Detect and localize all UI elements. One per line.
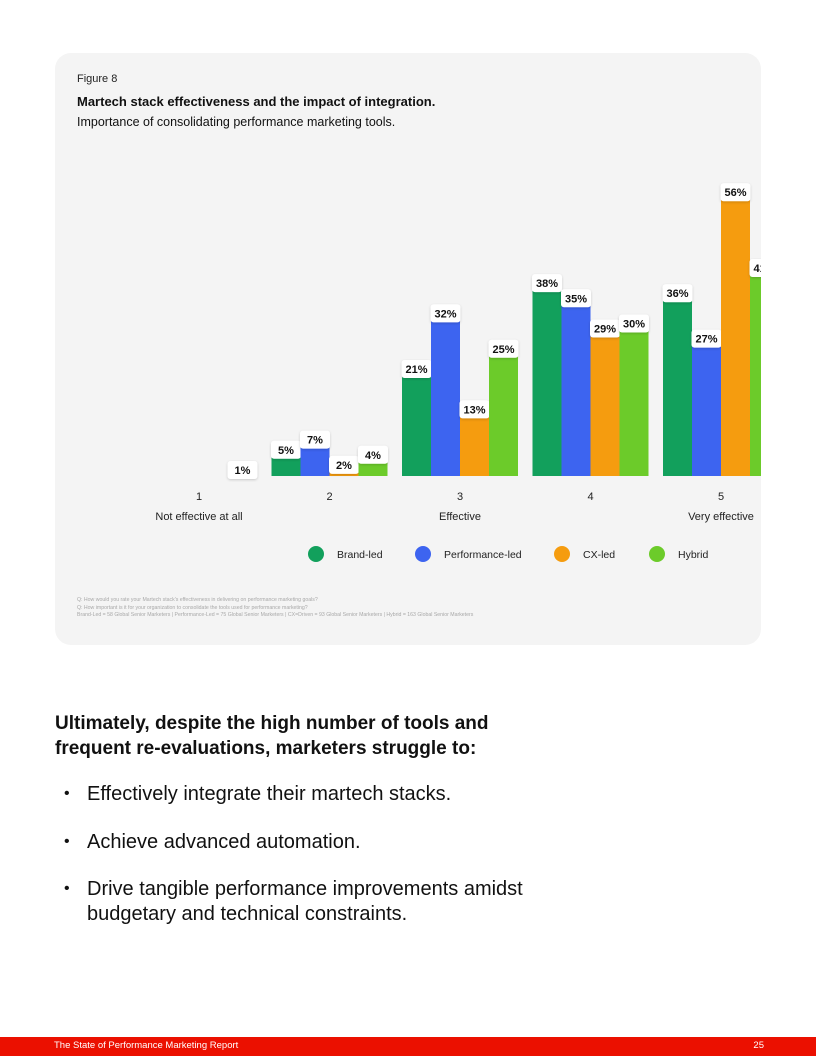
x-category-label: Effective xyxy=(439,511,481,523)
data-label: 2% xyxy=(336,460,352,472)
data-label: 56% xyxy=(724,187,746,199)
data-label: 27% xyxy=(695,334,717,346)
data-label: 5% xyxy=(278,445,294,457)
data-label-box xyxy=(662,284,693,303)
data-label-box xyxy=(561,289,591,308)
data-label-box xyxy=(430,304,461,323)
bullet-text: Achieve advanced automation. xyxy=(87,830,361,853)
x-tick-label: 3 xyxy=(457,491,463,503)
bar xyxy=(590,329,620,476)
legend-swatch xyxy=(554,546,570,562)
data-label: 21% xyxy=(405,364,427,376)
data-label: 25% xyxy=(492,344,514,356)
bar xyxy=(532,284,562,476)
bullet-icon: • xyxy=(64,785,70,802)
bullet-text: Drive tangible performance improvements … xyxy=(87,878,523,925)
legend-label: Hybrid xyxy=(678,549,709,561)
data-label-box xyxy=(691,329,722,348)
bullet-icon: • xyxy=(64,880,70,897)
x-category-label: Not effective at all xyxy=(155,511,242,523)
x-tick-label: 5 xyxy=(718,491,724,503)
figure-subtitle: Importance of consolidating performance … xyxy=(77,115,396,129)
bullet-icon: • xyxy=(64,832,70,850)
legend-label: Performance-led xyxy=(444,549,522,561)
footnotes: Q: How would you rate your Martech stack… xyxy=(77,597,473,620)
bullet-text: Effectively integrate their martech stac… xyxy=(87,783,452,805)
bullet-item: • Drive tangible performance improvement… xyxy=(64,877,564,926)
bullet-list: • Effectively integrate their martech st… xyxy=(64,782,564,949)
data-label-box xyxy=(590,319,620,338)
data-label-box xyxy=(227,460,258,479)
data-label: 32% xyxy=(434,308,456,320)
data-label: 4% xyxy=(365,450,381,462)
data-label: 30% xyxy=(623,319,645,331)
bar xyxy=(460,410,489,476)
bar xyxy=(721,193,750,476)
bar xyxy=(692,339,721,476)
data-label: 36% xyxy=(666,288,688,300)
bar xyxy=(619,324,649,476)
legend-swatch xyxy=(649,546,665,562)
page-number: 25 xyxy=(753,1040,764,1051)
data-label-box xyxy=(459,400,490,419)
bar xyxy=(431,314,460,476)
bar xyxy=(300,440,330,476)
bar xyxy=(750,268,761,476)
data-label-box xyxy=(329,455,359,474)
legend-label: Brand-led xyxy=(337,549,383,561)
bar-chart: 1% 1 Not effective at all 5% 7% 2% 4% 2 21% 32% 13… xyxy=(155,183,761,562)
x-tick-label: 2 xyxy=(326,491,332,503)
figure-label: Figure 8 xyxy=(77,73,118,85)
data-label-box xyxy=(300,430,330,449)
bullet-item: • Achieve advanced automation. xyxy=(64,830,564,855)
data-label-box xyxy=(358,445,388,464)
bar xyxy=(402,369,431,476)
data-label: 13% xyxy=(463,404,485,416)
footnote-line: Brand-Led = 58 Global Senior Marketers |… xyxy=(77,612,474,618)
bar xyxy=(489,349,518,476)
page-footer: The State of Performance Marketing Repor… xyxy=(0,1037,816,1056)
figure-card: Figure 8 Martech stack effectiveness and… xyxy=(55,53,761,645)
footer-title: The State of Performance Marketing Repor… xyxy=(54,1040,239,1051)
data-label-box xyxy=(271,440,301,459)
data-label: 35% xyxy=(565,293,587,305)
data-label-box xyxy=(488,339,519,358)
data-label-box xyxy=(532,274,562,293)
data-label: 29% xyxy=(594,324,616,336)
data-label-box xyxy=(619,314,649,333)
x-category-label: Very effective xyxy=(688,511,754,523)
data-label: 7% xyxy=(307,435,323,447)
footnote-line: Q: How would you rate your Martech stack… xyxy=(77,597,318,603)
data-label: 1% xyxy=(235,465,251,477)
data-label: 38% xyxy=(536,278,558,290)
bullet-item: • Effectively integrate their martech st… xyxy=(64,782,564,807)
x-tick-label: 4 xyxy=(587,491,593,503)
bar xyxy=(561,299,591,476)
body-headline: Ultimately, despite the high number of t… xyxy=(55,713,489,759)
legend-swatch xyxy=(415,546,431,562)
figure-title: Martech stack effectiveness and the impa… xyxy=(77,94,436,109)
data-label-box xyxy=(401,359,432,378)
data-label-box xyxy=(720,183,751,202)
x-tick-label: 1 xyxy=(196,491,202,503)
data-label-box xyxy=(749,258,761,277)
bar xyxy=(663,294,692,476)
legend-swatch xyxy=(308,546,324,562)
data-label: 41% xyxy=(753,263,761,275)
footnote-line: Q: How important is it for your organiza… xyxy=(77,604,308,611)
legend-label: CX-led xyxy=(583,549,615,561)
